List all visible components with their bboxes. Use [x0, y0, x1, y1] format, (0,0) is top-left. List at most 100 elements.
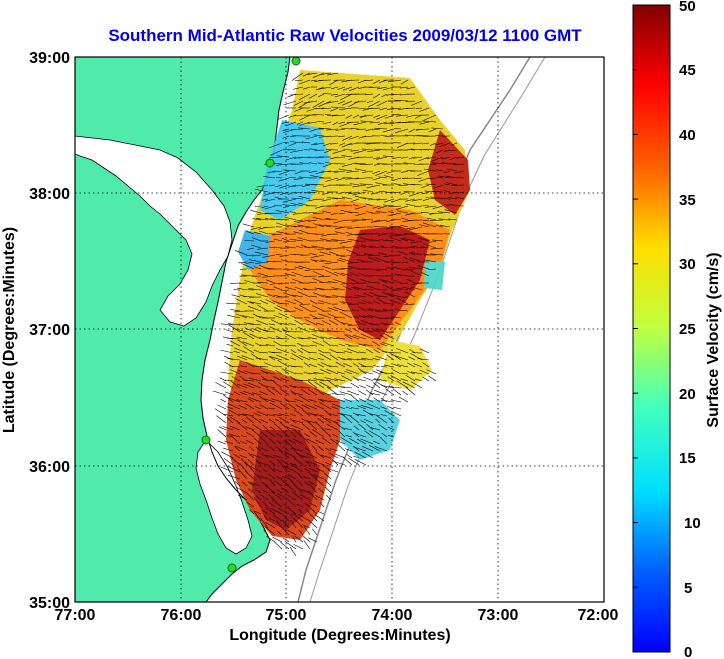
- velocity-vector: [329, 438, 339, 445]
- velocity-vector: [405, 100, 416, 102]
- velocity-vector: [311, 142, 318, 146]
- velocity-vector: [291, 392, 304, 396]
- velocity-vector: [326, 100, 339, 104]
- velocity-vector: [418, 156, 430, 162]
- velocity-vector: [276, 458, 283, 466]
- velocity-vector: [286, 268, 297, 271]
- velocity-vector: [239, 454, 248, 459]
- velocity-vector: [346, 348, 360, 354]
- velocity-vector: [409, 270, 423, 277]
- velocity-vector: [325, 224, 339, 228]
- velocity-vector: [394, 355, 409, 361]
- map-title: Southern Mid-Atlantic Raw Velocities 200…: [108, 26, 582, 45]
- velocity-vector: [361, 135, 374, 138]
- velocity-vector: [282, 330, 297, 333]
- velocity-vector: [373, 365, 381, 368]
- velocity-vector: [286, 427, 297, 431]
- velocity-vector: [372, 340, 381, 347]
- velocity-vector: [307, 388, 318, 396]
- colorbar-ticks: [633, 4, 638, 588]
- velocity-vector: [441, 156, 451, 160]
- velocity-vector: [313, 378, 325, 382]
- velocity-vector: [261, 453, 269, 459]
- velocity-vector: [263, 226, 276, 228]
- velocity-vector: [337, 100, 346, 105]
- velocity-vector: [381, 385, 395, 389]
- velocity-vector: [343, 350, 353, 354]
- velocity-vector: [402, 237, 416, 242]
- velocity-vector: [317, 121, 325, 123]
- velocity-vector: [411, 381, 423, 389]
- colorbar-tick-label: 45: [679, 62, 696, 79]
- velocity-vector: [400, 282, 409, 284]
- velocity-vector: [242, 413, 255, 417]
- velocity-vector: [219, 377, 227, 382]
- velocity-vector: [295, 520, 304, 529]
- velocity-vector: [298, 508, 304, 515]
- velocity-vector: [394, 308, 402, 312]
- velocity-vector: [268, 466, 276, 473]
- velocity-vector: [297, 224, 311, 228]
- velocity-vector: [259, 418, 269, 424]
- velocity-vector: [294, 430, 304, 438]
- velocity-vector: [352, 431, 360, 438]
- velocity-vector: [231, 294, 241, 298]
- velocity-vector: [237, 468, 248, 480]
- velocity-vector: [317, 363, 325, 368]
- velocity-vector: [267, 170, 276, 174]
- velocity-vector: [220, 398, 227, 403]
- velocity-vector: [331, 406, 339, 410]
- velocity-vector: [274, 480, 283, 487]
- velocity-vector: [380, 397, 388, 403]
- velocity-vector: [357, 306, 367, 312]
- velocity-vector: [395, 287, 409, 291]
- velocity-vector: [278, 312, 290, 319]
- velocity-vector: [308, 472, 318, 480]
- velocity-vector: [291, 197, 304, 200]
- velocity-vector: [276, 348, 290, 354]
- y-tick-label: 35:00: [29, 595, 70, 612]
- velocity-vector: [309, 148, 318, 151]
- velocity-vector: [388, 293, 402, 298]
- velocity-vector: [341, 375, 353, 382]
- radar-stations: [201, 57, 301, 573]
- velocity-vector: [408, 266, 423, 270]
- velocity-vector: [422, 222, 437, 228]
- velocity-vector: [280, 422, 290, 431]
- velocity-vector: [366, 423, 374, 431]
- velocity-vector: [313, 134, 325, 137]
- velocity-vector: [365, 156, 374, 158]
- velocity-vector: [242, 331, 255, 340]
- velocity-vector: [428, 375, 437, 382]
- velocity-vector: [372, 205, 381, 209]
- velocity-vector: [353, 121, 367, 126]
- velocity-vector: [341, 196, 353, 200]
- velocity-vector: [253, 412, 262, 417]
- velocity-vector: [346, 170, 360, 173]
- velocity-vector: [376, 86, 388, 90]
- velocity-vector: [365, 398, 374, 403]
- velocity-vector: [262, 371, 276, 375]
- velocity-vector: [314, 381, 325, 389]
- velocity-vector: [260, 495, 269, 501]
- velocity-vector: [269, 156, 283, 158]
- velocity-vector: [290, 424, 304, 431]
- velocity-vector: [438, 197, 451, 200]
- velocity-vector: [341, 386, 353, 389]
- velocity-vector: [408, 128, 416, 133]
- velocity-vector: [409, 191, 423, 197]
- velocity-vector: [266, 288, 276, 291]
- velocity-vector: [454, 170, 465, 174]
- velocity-vector: [254, 205, 262, 207]
- velocity-vector: [359, 237, 374, 242]
- velocity-vector: [351, 163, 360, 165]
- velocity-vector: [365, 389, 374, 396]
- velocity-vector: [361, 357, 374, 361]
- velocity-vector: [432, 205, 444, 209]
- velocity-vector: [346, 211, 360, 214]
- velocity-vector: [455, 191, 465, 194]
- velocity-vector: [354, 433, 367, 438]
- velocity-vector: [242, 341, 255, 347]
- velocity-vector: [297, 349, 304, 354]
- velocity-vector: [217, 429, 227, 438]
